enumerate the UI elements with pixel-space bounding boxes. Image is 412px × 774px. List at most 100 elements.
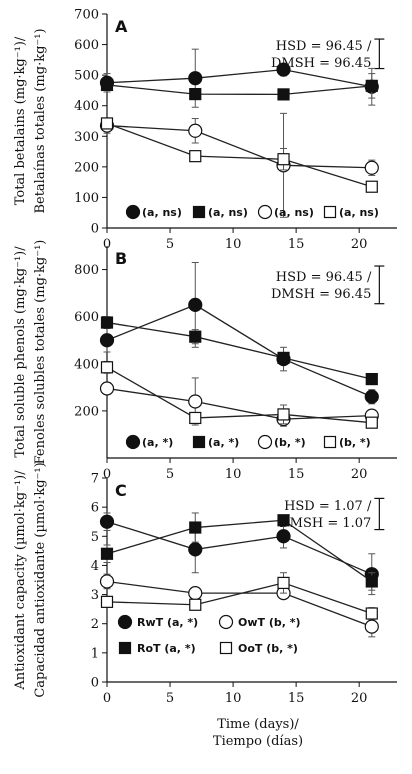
filled-square-marker xyxy=(100,547,114,560)
panel-A: 0 100 200 300 400 500 600 700 0 5 10 15 20 Total beta… xyxy=(13,8,397,252)
open-square-marker xyxy=(189,150,202,163)
y-tick-label: 2 xyxy=(91,617,99,632)
y-axis-label-line1: Total soluble phenols (mg·kg⁻¹)/ xyxy=(13,246,28,458)
legend-entry: OoT (b, *) xyxy=(238,642,298,655)
open-square-marker xyxy=(100,117,114,130)
x-tick-label: 5 xyxy=(166,467,174,482)
series-filled-square xyxy=(100,73,378,101)
series-open-circle xyxy=(99,112,379,218)
x-tick-label: 15 xyxy=(288,237,305,252)
series-line xyxy=(106,321,372,380)
x-tick-label: 20 xyxy=(351,691,368,706)
x-tick-label: 10 xyxy=(225,237,242,252)
y-tick-label: 400 xyxy=(74,357,99,372)
x-tick-label: 10 xyxy=(225,467,242,482)
panel-letter: A xyxy=(115,17,128,36)
filled-circle-marker xyxy=(125,434,141,450)
y-tick-label: 600 xyxy=(74,310,99,325)
filled-circle-marker xyxy=(117,614,133,630)
legend-entry: (a, ns) xyxy=(339,206,379,219)
series-line xyxy=(106,519,373,582)
y-axis-label-line1: Antioxidant capacity (µmol·kg⁻¹)/ xyxy=(13,470,28,691)
filled-square-marker xyxy=(365,372,378,386)
open-square-marker xyxy=(277,576,290,590)
legend-entry: RoT (a, *) xyxy=(137,642,196,655)
filled-circle-marker xyxy=(276,529,291,544)
series-line xyxy=(106,580,373,628)
open-square-marker xyxy=(365,607,378,620)
hsd-label-line1: HSD = 96.45 / xyxy=(276,39,372,54)
filled-circle-marker xyxy=(99,514,115,529)
x-axis-label-line2: Tiempo (días) xyxy=(213,734,303,749)
open-circle-marker xyxy=(364,160,379,175)
x-tick-label: 10 xyxy=(225,691,242,706)
hsd-label-line2: DMSH = 96.45 xyxy=(271,56,371,71)
open-circle-marker xyxy=(218,614,234,630)
series-filled-square xyxy=(100,316,378,386)
open-circle-marker xyxy=(188,586,203,601)
series-open-square xyxy=(100,360,378,429)
x-tick-label: 5 xyxy=(166,237,174,252)
legend-entry: (a, *) xyxy=(208,436,239,449)
filled-circle-marker xyxy=(364,389,379,404)
filled-square-marker xyxy=(189,521,202,534)
filled-square-marker xyxy=(189,330,202,343)
filled-square-marker xyxy=(192,435,206,449)
y-axis-label-line2: Betalaínas totales (mg·kg⁻¹) xyxy=(33,28,48,213)
y-axis-label-line2: Capacidad antioxidante (µmol·kg⁻¹) xyxy=(33,462,48,697)
y-tick-label: 4 xyxy=(91,559,99,574)
series-OoT xyxy=(100,572,378,620)
x-tick-label: 15 xyxy=(288,467,305,482)
open-square-marker xyxy=(100,595,114,608)
filled-square-marker xyxy=(277,88,290,101)
filled-circle-marker xyxy=(125,204,141,220)
x-tick-label: 15 xyxy=(288,691,305,706)
open-square-marker xyxy=(189,598,202,611)
open-circle-marker xyxy=(257,204,273,220)
x-tick-label: 20 xyxy=(351,237,368,252)
y-tick-label: 800 xyxy=(74,263,99,278)
y-tick-label: 6 xyxy=(91,501,99,516)
series-line xyxy=(106,304,373,398)
open-square-marker xyxy=(100,361,114,374)
legend-entry: (b, *) xyxy=(339,436,371,449)
x-tick-label: 0 xyxy=(103,237,111,252)
legend-entry: (a, ns) xyxy=(208,206,248,219)
hsd-label-line2: DMSH = 1.07 xyxy=(279,516,371,531)
x-tick-label: 0 xyxy=(103,691,111,706)
filled-circle-marker xyxy=(188,297,203,312)
panel-letter: C xyxy=(115,481,127,500)
filled-circle-marker xyxy=(188,71,203,86)
filled-circle-marker xyxy=(99,333,115,348)
open-square-marker xyxy=(189,411,202,425)
legend-entry: (a, ns) xyxy=(142,206,182,219)
y-tick-label: 700 xyxy=(74,8,99,23)
y-tick-label: 200 xyxy=(74,160,99,175)
open-circle-marker xyxy=(257,434,273,450)
filled-square-marker xyxy=(365,575,378,588)
series-line xyxy=(106,124,372,169)
legend-entry: RwT (a, *) xyxy=(137,616,198,629)
open-circle-marker xyxy=(99,574,115,589)
open-square-marker xyxy=(323,435,337,449)
y-tick-label: 1 xyxy=(91,646,99,661)
y-tick-label: 200 xyxy=(74,404,99,419)
filled-square-marker xyxy=(277,351,290,364)
series-OwT xyxy=(99,573,379,638)
y-tick-label: 600 xyxy=(74,38,99,53)
y-tick-label: 300 xyxy=(74,130,99,145)
hsd-label-line1: HSD = 96.45 / xyxy=(276,270,372,285)
legend-entry: OwT (b, *) xyxy=(238,616,301,629)
y-tick-label: 3 xyxy=(91,588,99,603)
hsd-label-line1: HSD = 1.07 / xyxy=(284,499,372,514)
series-open-square xyxy=(100,117,378,193)
filled-circle-marker xyxy=(188,542,203,557)
y-tick-label: 400 xyxy=(74,99,99,114)
open-square-marker xyxy=(365,180,378,193)
open-circle-marker xyxy=(188,123,203,138)
y-axis-label-line1: Total betalains (mg·kg⁻¹)/ xyxy=(13,36,28,205)
filled-square-marker xyxy=(118,641,132,655)
y-tick-label: 0 xyxy=(91,222,99,237)
